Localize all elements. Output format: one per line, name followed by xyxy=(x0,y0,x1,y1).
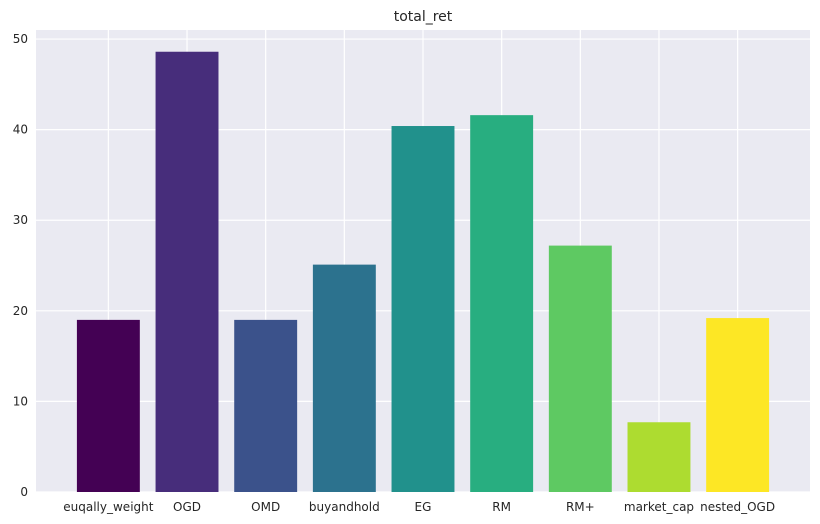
x-tick-label: buyandhold xyxy=(309,500,380,514)
bar-OMD xyxy=(234,319,298,492)
bar-euqally_weight xyxy=(76,319,140,492)
x-tick-label: EG xyxy=(415,500,432,514)
y-tick-label: 30 xyxy=(13,213,28,227)
bar-RM xyxy=(470,115,534,492)
x-tick-label: nested_OGD xyxy=(700,500,775,514)
x-tick-label: OGD xyxy=(173,500,201,514)
x-tick-label: euqally_weight xyxy=(63,500,153,514)
y-tick-label: 10 xyxy=(13,394,28,408)
chart-title: total_ret xyxy=(394,9,453,25)
y-tick-label: 50 xyxy=(13,32,28,46)
bar-OGD xyxy=(155,51,219,492)
y-tick-label: 20 xyxy=(13,304,28,318)
bar-buyandhold xyxy=(312,264,376,492)
x-tick-label: RM xyxy=(492,500,511,514)
x-tick-labels: euqally_weight OGD OMD buyandhold EG RM RM+ mar… xyxy=(63,500,775,514)
x-tick-label: market_cap xyxy=(624,500,694,514)
y-tick-label: 0 xyxy=(20,485,28,499)
bar-nested_OGD xyxy=(706,318,770,492)
bar-RM+ xyxy=(548,245,612,492)
x-tick-label: RM+ xyxy=(566,500,595,514)
bar-EG xyxy=(391,126,455,492)
y-tick-label: 40 xyxy=(13,123,28,137)
x-tick-label: OMD xyxy=(251,500,280,514)
bar-market_cap xyxy=(627,422,691,492)
y-tick-labels: 0 10 20 30 40 50 xyxy=(13,32,28,499)
bars xyxy=(76,51,770,492)
